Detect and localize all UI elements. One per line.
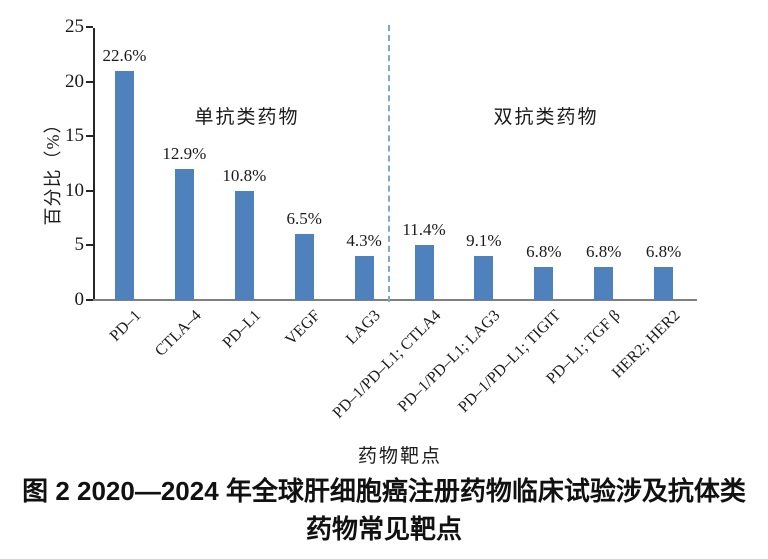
- y-axis-tick-label: 0: [74, 289, 85, 310]
- y-axis-tick-label: 20: [65, 70, 84, 92]
- bar-pd-1-pd-l1-lag3: [474, 256, 494, 300]
- bar-value-label: 22.6%: [102, 45, 147, 65]
- x-category-label: CTLA–4: [151, 307, 205, 360]
- bar-value-label: 6.8%: [645, 242, 682, 262]
- bar-her2-her2: [654, 267, 674, 300]
- bar-value-label: 9.1%: [466, 231, 502, 251]
- x-category-label: LAG3: [343, 307, 385, 348]
- bar-value-label: 6.5%: [286, 209, 322, 229]
- group-separator-line: [388, 25, 390, 302]
- y-axis-tick-label: 25: [65, 16, 84, 37]
- bar-value-label: 10.8%: [222, 165, 267, 185]
- figure-caption-line1: 图 2 2020—2024 年全球肝细胞癌注册药物临床试验涉及抗体类: [22, 476, 746, 506]
- bar-chart: 百分比（%） 单抗类药物 双抗类药物 0 5 10 15 20 25 22.6% PD–1 12…: [43, 16, 697, 467]
- bar-value-label: 12.9%: [162, 143, 207, 163]
- y-axis-tick: [86, 299, 93, 301]
- y-axis-tick: [86, 80, 93, 83]
- x-category-label: PD–1/PD–L1; CTLA4: [329, 307, 445, 422]
- x-category-label: PD–1: [106, 307, 145, 345]
- x-axis-line: [93, 299, 697, 301]
- bar-value-label: 6.8%: [585, 242, 622, 262]
- x-category-label: PD–1/PD–L1; TIGIT: [454, 307, 564, 416]
- bar-ctla-4: [174, 168, 194, 300]
- figure-caption: 图 2 2020—2024 年全球肝细胞癌注册药物临床试验涉及抗体类 药物常见靶…: [0, 472, 768, 548]
- figure-caption-line2: 药物常见靶点: [305, 514, 462, 544]
- bar-lag3: [354, 256, 374, 300]
- bar-pd-l1-tgf-: [594, 267, 614, 300]
- bar-vegf: [294, 234, 314, 300]
- x-category-label: PD–1/PD–L1; LAG3: [395, 307, 504, 416]
- y-axis-tick-label: 5: [74, 234, 85, 256]
- y-axis-tick: [86, 26, 93, 28]
- bar-value-label: 6.8%: [526, 242, 562, 262]
- y-axis-tick: [86, 189, 93, 192]
- x-category-label: VEGF: [282, 307, 325, 349]
- x-axis-title: 药物靶点: [357, 446, 442, 467]
- group-label-bispecific: 双抗类药物: [493, 107, 599, 128]
- y-axis-tick: [86, 244, 93, 247]
- y-axis-tick-label: 10: [65, 179, 84, 201]
- bar-pd-l1: [234, 190, 254, 300]
- y-axis-line: [93, 28, 95, 301]
- bar-value-label: 11.4%: [402, 220, 446, 240]
- group-label-monoclonal: 单抗类药物: [194, 107, 300, 128]
- y-axis-tick-label: 15: [65, 125, 84, 147]
- bar-pd-1-pd-l1-tigit: [534, 267, 554, 300]
- bar-pd-1-pd-l1-ctla4: [414, 245, 434, 300]
- x-category-label: PD–L1: [219, 307, 265, 352]
- bar-value-label: 4.3%: [346, 231, 382, 251]
- y-axis-tick: [86, 135, 93, 138]
- bar-pd-1: [115, 70, 134, 300]
